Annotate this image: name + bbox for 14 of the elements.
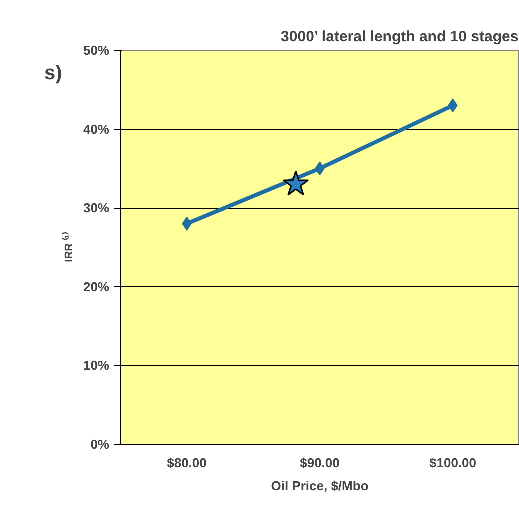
x-tick-label: $90.00 [300,456,340,470]
text: s) [44,62,62,84]
chart-title: 3000’ lateral length and 10 stages [281,28,519,46]
y-tick-label: 30% [83,200,110,216]
x-tick-label: $80.00 [167,456,207,470]
y-tick-label: 40% [83,122,110,137]
y-tick-label: 0% [90,437,110,452]
y-axis-title: IRR ⁽¹⁾ [61,232,76,262]
y-tick-label: 50% [83,43,110,58]
x-axis-title: Oil Price, $/Mbo [271,478,369,494]
point [282,170,310,196]
x-tick-label: $100.00 [430,456,477,470]
y-tick-label: 20% [83,279,110,294]
y-tick-label: 10% [83,358,110,374]
